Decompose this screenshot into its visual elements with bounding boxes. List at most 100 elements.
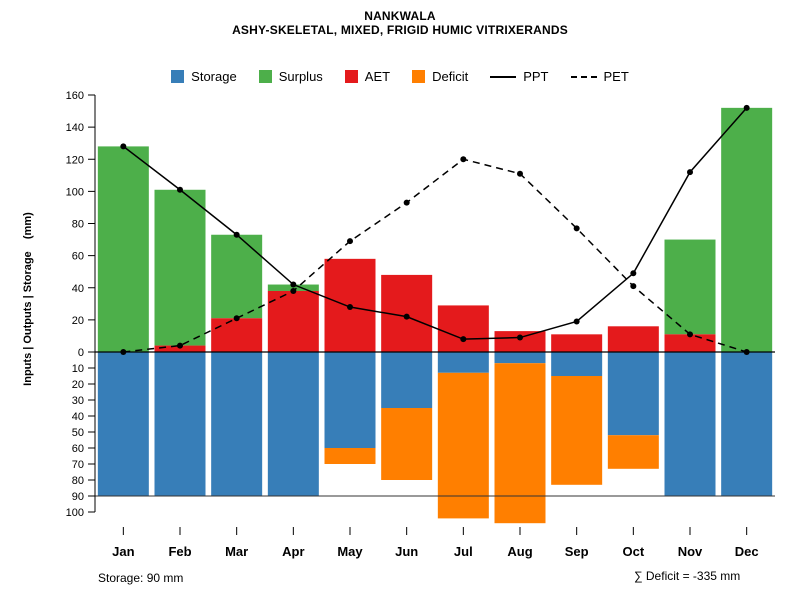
pet-point-Jan	[120, 349, 127, 355]
ppt-point-Nov	[687, 169, 693, 176]
x-label-Apr: Apr	[282, 544, 304, 559]
pet-point-Aug	[517, 170, 523, 177]
ppt-point-Oct	[630, 270, 637, 277]
bar-deficit-Aug	[494, 363, 546, 524]
y-tick-upper-label-80: 80	[72, 219, 84, 231]
bar-aet-Sep	[551, 334, 603, 352]
bar-storage-Jan	[97, 352, 149, 496]
y-tick-lower-label-60: 60	[72, 443, 84, 455]
chart-legend: Storage Surplus AET Deficit PPT PET	[0, 69, 800, 84]
x-label-Jul: Jul	[454, 544, 473, 559]
x-label-Aug: Aug	[507, 544, 532, 559]
legend-item-aet: AET	[344, 69, 391, 84]
pet-point-Jun	[403, 199, 410, 206]
ppt-point-Apr	[290, 281, 297, 288]
x-label-May: May	[337, 544, 363, 559]
bar-storage-Feb	[154, 352, 206, 496]
ppt-point-Sep	[573, 318, 580, 325]
bar-aet-Nov	[664, 334, 716, 352]
bar-storage-Mar	[211, 352, 263, 496]
pet-point-Oct	[630, 283, 637, 290]
pet-line	[123, 158, 747, 353]
x-label-Nov: Nov	[678, 544, 703, 559]
y-tick-upper-label-120: 120	[66, 154, 84, 166]
y-tick-upper-label-160: 160	[66, 90, 84, 102]
legend-swatch-surplus-icon	[258, 70, 272, 83]
legend-item-deficit: Deficit	[412, 69, 468, 84]
x-label-Mar: Mar	[225, 544, 248, 559]
pet-point-Apr	[290, 287, 297, 294]
x-label-Feb: Feb	[168, 544, 191, 559]
bar-deficit-Sep	[551, 376, 603, 485]
bar-surplus-Apr	[267, 284, 319, 291]
legend-label: PPT	[523, 69, 549, 84]
bar-storage-Nov	[664, 352, 716, 496]
bar-storage-Jul	[437, 352, 489, 373]
bar-aet-Jul	[437, 305, 489, 352]
chart-title: NANKWALA	[364, 9, 436, 23]
bar-surplus-Feb	[154, 189, 206, 346]
y-axis-label: Inputs | Outputs | Storage (mm)	[22, 212, 34, 386]
bar-aet-Oct	[607, 326, 659, 352]
legend-ppt-line-icon	[490, 75, 517, 78]
bar-aet-Apr	[267, 290, 319, 352]
y-tick-upper-label-40: 40	[72, 283, 84, 295]
bar-storage-Aug	[494, 352, 546, 364]
pet-point-Feb	[177, 342, 183, 349]
y-tick-upper-label-100: 100	[66, 186, 84, 198]
bar-surplus-Nov	[664, 239, 716, 335]
bar-surplus-Dec	[721, 107, 773, 352]
legend-swatch-aet-icon	[344, 70, 358, 83]
bar-storage-Apr	[267, 352, 319, 496]
y-tick-upper-label-60: 60	[72, 251, 84, 263]
pet-point-Sep	[573, 225, 580, 232]
legend-label: Storage	[191, 69, 237, 84]
legend-item-pet: PET	[570, 69, 629, 84]
bar-storage-Sep	[551, 352, 603, 376]
legend-label: Surplus	[278, 69, 323, 84]
legend-label: AET	[364, 69, 391, 84]
bar-deficit-Oct	[607, 435, 659, 469]
y-tick-lower-label-10: 10	[72, 363, 84, 375]
ppt-point-Jun	[403, 313, 410, 320]
pet-point-Nov	[687, 331, 693, 338]
y-tick-upper-label-20: 20	[72, 315, 84, 327]
legend-pet-line-icon	[570, 75, 597, 78]
y-tick-lower-label-50: 50	[72, 427, 84, 439]
legend-item-surplus: Surplus	[258, 69, 323, 84]
bar-storage-May	[324, 352, 376, 448]
pet-point-Jul	[460, 156, 467, 163]
ppt-point-Feb	[177, 186, 183, 193]
bar-storage-Jun	[381, 352, 433, 408]
legend-label: PET	[603, 69, 629, 84]
bar-deficit-Jul	[437, 372, 489, 519]
chart-subtitle: ASHY-SKELETAL, MIXED, FRIGID HUMIC VITRI…	[232, 23, 568, 37]
ppt-point-Jul	[460, 336, 467, 343]
legend-swatch-deficit-icon	[412, 70, 426, 83]
y-tick-lower-label-80: 80	[72, 475, 84, 487]
pet-point-May	[347, 238, 353, 245]
pet-point-Mar	[233, 315, 240, 322]
x-label-Dec: Dec	[735, 544, 759, 559]
legend-item-ppt: PPT	[490, 69, 549, 84]
bar-aet-Mar	[211, 318, 263, 352]
bar-deficit-Jun	[381, 408, 433, 480]
y-tick-upper-label-140: 140	[66, 122, 84, 134]
legend-item-storage: Storage	[171, 69, 237, 84]
bar-surplus-Jan	[97, 146, 149, 352]
y-tick-lower-label-100: 100	[66, 507, 84, 519]
y-tick-lower-label-70: 70	[72, 459, 84, 471]
legend-swatch-storage-icon	[171, 70, 185, 83]
bar-storage-Dec	[721, 352, 773, 496]
x-label-Jan: Jan	[112, 544, 134, 559]
bar-surplus-Mar	[211, 234, 263, 319]
deficit-sum-note: ∑ Deficit = -335 mm	[634, 569, 741, 583]
bar-aet-Feb	[154, 345, 206, 352]
legend-label: Deficit	[432, 69, 469, 84]
y-tick-lower-label-20: 20	[72, 379, 84, 391]
ppt-point-Aug	[517, 334, 523, 341]
y-tick-lower-label-90: 90	[72, 491, 84, 503]
storage-note: Storage: 90 mm	[98, 571, 184, 585]
